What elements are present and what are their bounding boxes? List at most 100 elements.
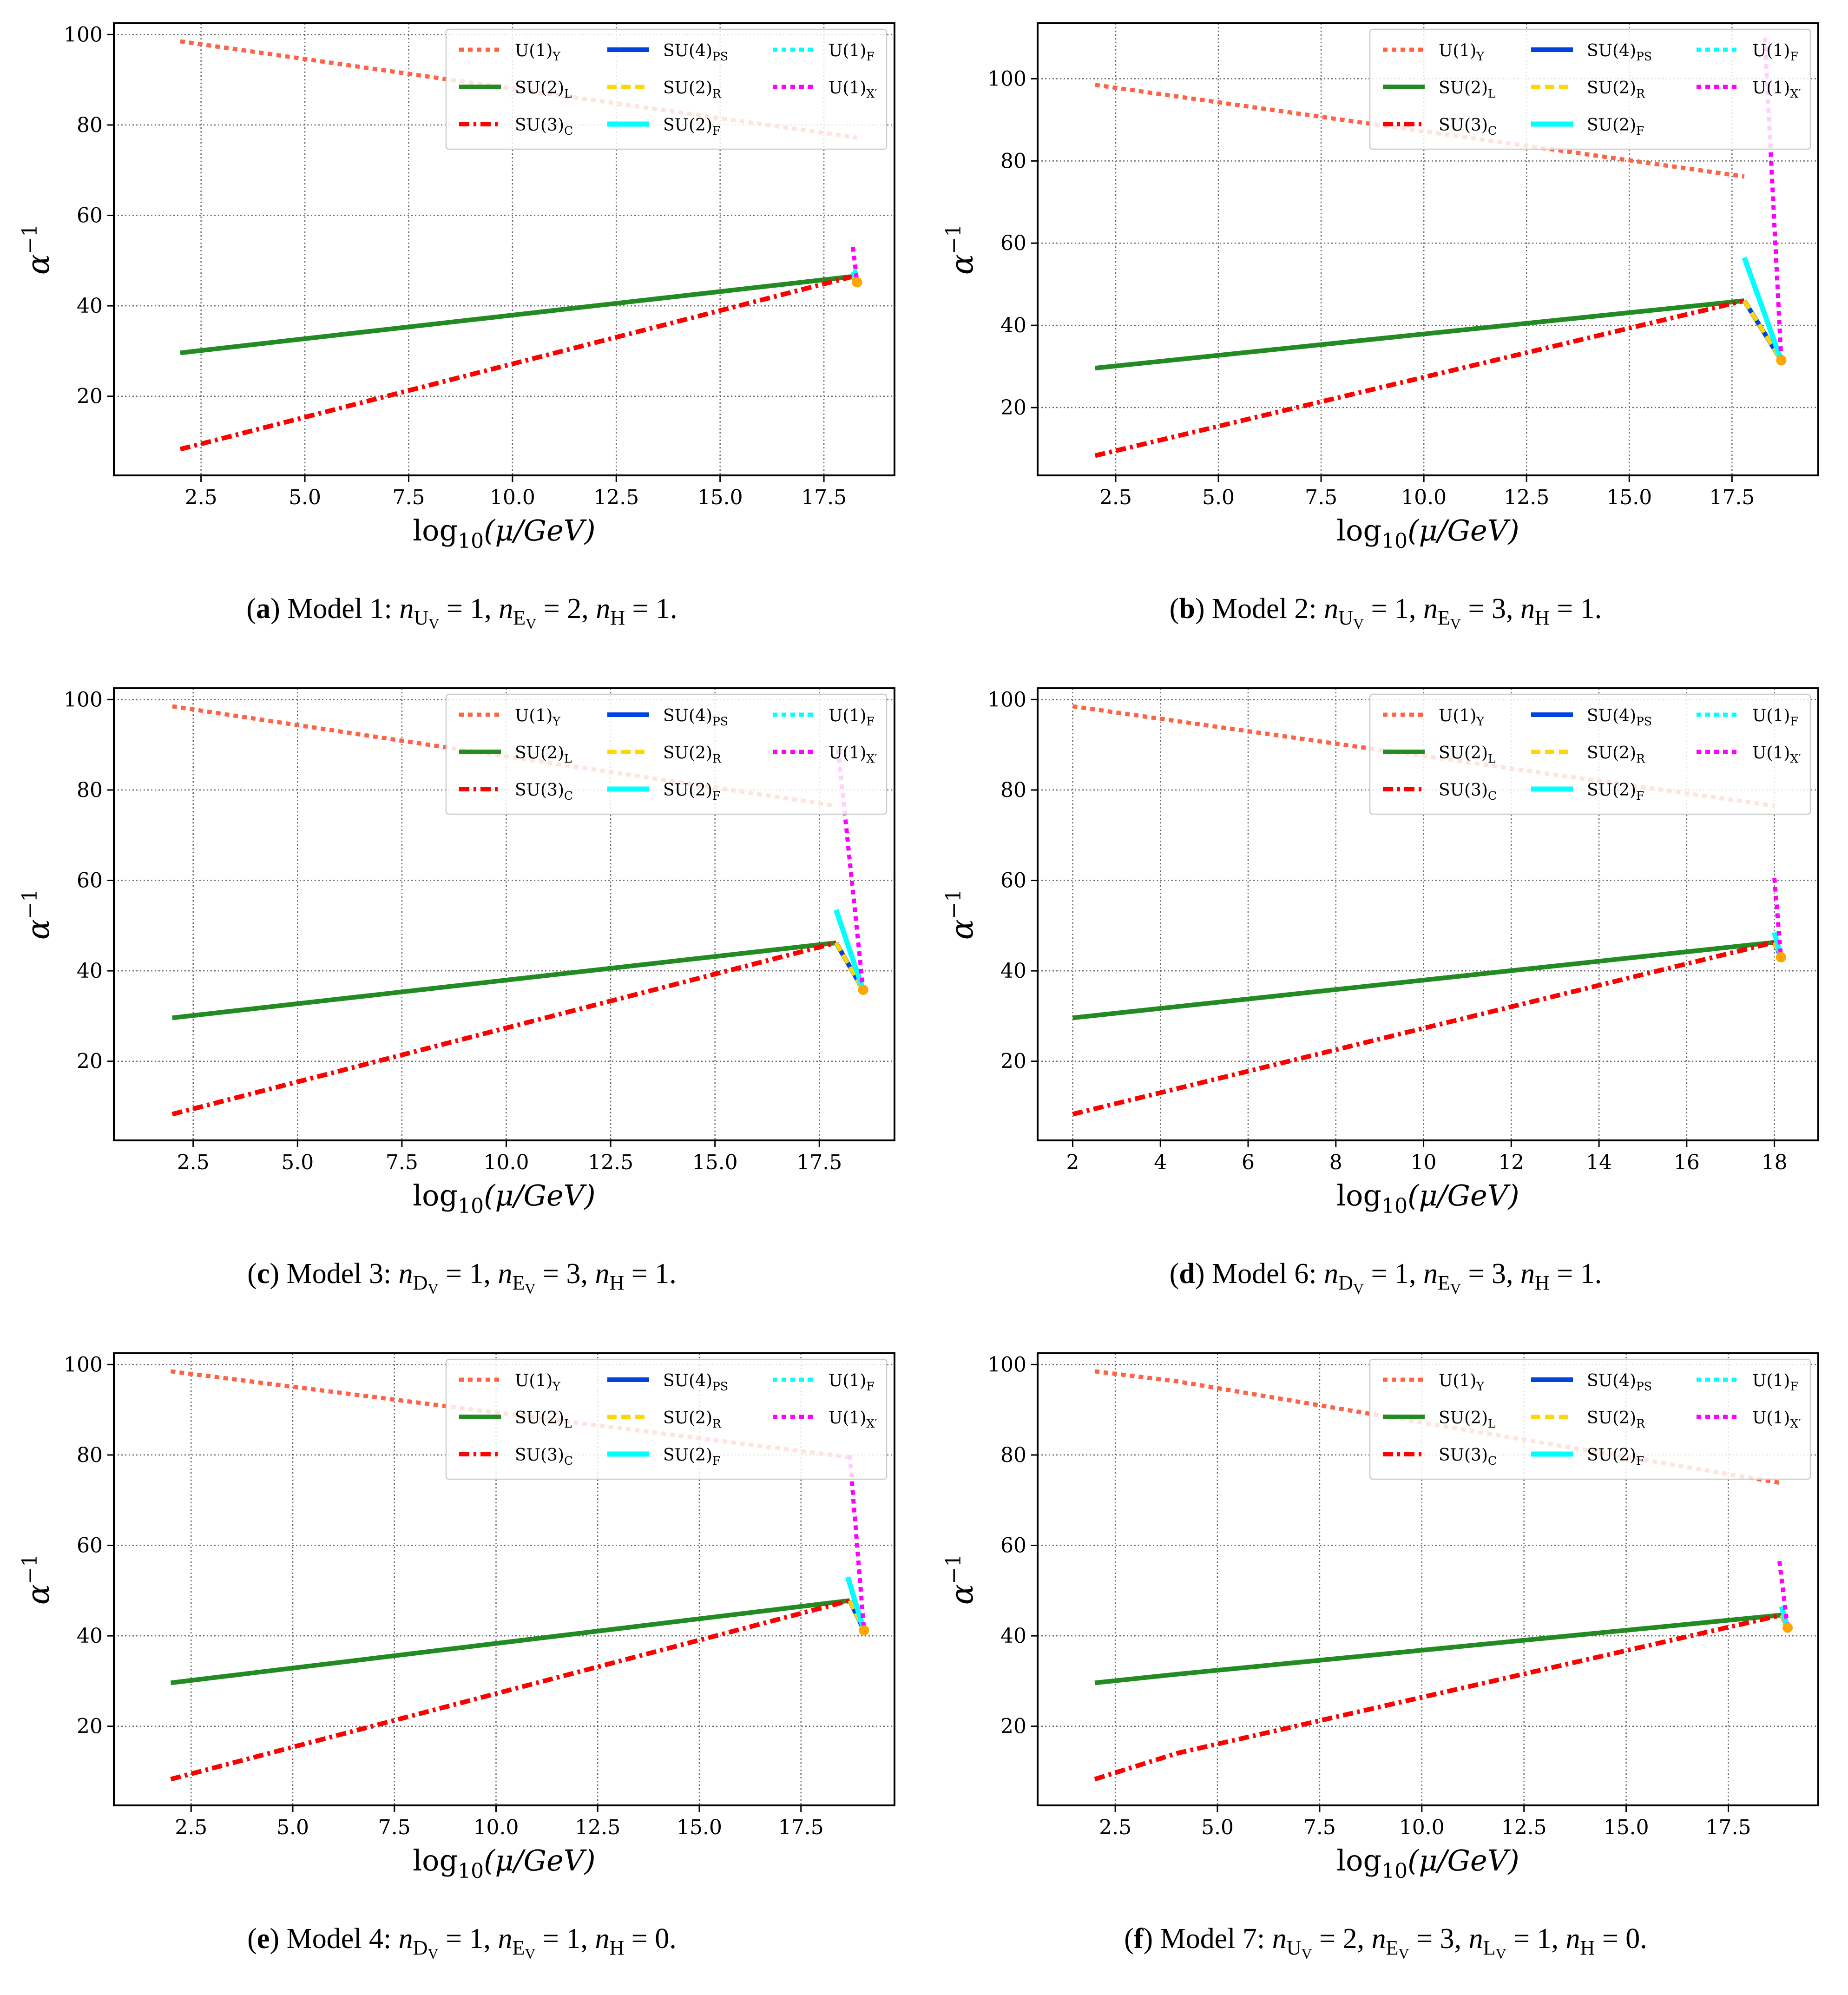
x-tick-label: 17.5 bbox=[796, 1151, 842, 1174]
x-tick-label: 5.0 bbox=[1201, 1816, 1234, 1839]
y-tick-label: 20 bbox=[77, 1715, 103, 1738]
panel-caption: (b) Model 2: nUV = 1, nEV = 3, nH = 1. bbox=[1170, 593, 1602, 632]
x-tick-label: 5.0 bbox=[281, 1151, 314, 1174]
y-tick-label: 40 bbox=[1000, 1624, 1026, 1648]
series-line-SU2L bbox=[1094, 1613, 1782, 1686]
y-tick-label: 80 bbox=[1000, 1443, 1026, 1467]
x-tick-label: 17.5 bbox=[1709, 486, 1755, 509]
x-tick-label: 2.5 bbox=[1099, 1816, 1131, 1839]
legend-label-SU2L: SU(2)L bbox=[1439, 744, 1496, 765]
legend-label-U1Y: U(1)Y bbox=[515, 1371, 560, 1393]
x-tick-label: 7.5 bbox=[1305, 486, 1337, 509]
x-axis-label: log10(μ/GeV) bbox=[413, 514, 595, 553]
series-line-SU2L bbox=[1072, 940, 1775, 1021]
y-tick-label: 80 bbox=[1000, 149, 1026, 173]
legend-label-SU2F: SU(2)F bbox=[1587, 116, 1644, 138]
y-axis-label: α−1 bbox=[18, 1554, 56, 1605]
legend-label-SU2F: SU(2)F bbox=[1587, 1446, 1644, 1468]
x-tick-label: 7.5 bbox=[378, 1816, 411, 1839]
x-tick-label: 15.0 bbox=[677, 1816, 722, 1839]
y-tick-label: 60 bbox=[77, 869, 103, 893]
x-tick-label: 10.0 bbox=[474, 1816, 519, 1839]
x-tick-label: 7.5 bbox=[386, 1151, 418, 1174]
panel-model-3: U(1)Y SU(2)L SU(3)C SU(4)PS SU(2)R SU(2)F U(1)… bbox=[0, 665, 924, 1330]
legend-label-SU2L: SU(2)L bbox=[515, 1409, 572, 1430]
legend-label-U1Y: U(1)Y bbox=[1439, 1371, 1484, 1393]
legend-label-SU4PS: SU(4)PS bbox=[1587, 706, 1652, 728]
legend-label-U1F: U(1)F bbox=[829, 41, 875, 63]
ticks: 2.5 5.0 7.5 10.0 12.5 15.0 17.5 20 40 60 80 100 bbox=[987, 1353, 1751, 1839]
y-tick-label: 100 bbox=[987, 67, 1026, 91]
y-axis-label: α−1 bbox=[18, 889, 56, 940]
axes-frame bbox=[1037, 22, 1819, 476]
x-tick-label: 15.0 bbox=[1604, 1816, 1649, 1839]
legend-label-SU3C: SU(3)C bbox=[515, 781, 573, 803]
ticks: 2 4 6 8 10 12 14 16 18 20 40 60 80 100 bbox=[987, 688, 1788, 1174]
legend-label-SU4PS: SU(4)PS bbox=[663, 41, 728, 63]
panel-caption: (f) Model 7: nUV = 2, nEV = 3, nLV = 1, … bbox=[1124, 1923, 1647, 1962]
legend-label-SU3C: SU(3)C bbox=[1439, 1446, 1497, 1468]
legend-label-SU4PS: SU(4)PS bbox=[663, 706, 728, 728]
legend-label-SU2F: SU(2)F bbox=[1587, 781, 1644, 803]
legend-label-U1F: U(1)F bbox=[829, 706, 875, 728]
panel-model-7: U(1)Y SU(2)L SU(3)C SU(4)PS SU(2)R SU(2)F U(1)… bbox=[924, 1330, 1848, 1995]
y-tick-label: 80 bbox=[77, 113, 103, 137]
x-tick-label: 2.5 bbox=[185, 486, 217, 509]
y-tick-label: 20 bbox=[1000, 396, 1026, 420]
x-axis-label: log10(μ/GeV) bbox=[413, 1179, 595, 1218]
y-tick-label: 40 bbox=[1000, 959, 1026, 983]
legend-label-SU3C: SU(3)C bbox=[1439, 781, 1497, 803]
legend-label-U1Xp: U(1)X′ bbox=[829, 1409, 877, 1430]
unification-point bbox=[1782, 1622, 1793, 1633]
series-line-SU3C bbox=[179, 274, 854, 452]
legend-label-SU2R: SU(2)R bbox=[663, 1409, 722, 1430]
y-tick-label: 60 bbox=[77, 1534, 103, 1558]
ticks: 2.5 5.0 7.5 10.0 12.5 15.0 17.5 20 40 60 80 100 bbox=[987, 67, 1755, 509]
legend-label-U1Y: U(1)Y bbox=[1439, 41, 1484, 63]
axes-frame bbox=[113, 22, 895, 476]
chart-svg: U(1)Y SU(2)L SU(3)C SU(4)PS SU(2)R SU(2)F U(1)… bbox=[942, 687, 1819, 1297]
legend-label-U1Y: U(1)Y bbox=[515, 41, 560, 63]
legend-label-SU2L: SU(2)L bbox=[515, 744, 572, 765]
x-tick-label: 7.5 bbox=[392, 486, 425, 509]
y-tick-label: 80 bbox=[77, 1443, 103, 1467]
panel-caption: (d) Model 6: nDV = 1, nEV = 3, nH = 1. bbox=[1170, 1258, 1602, 1297]
legend-label-U1F: U(1)F bbox=[1752, 41, 1798, 63]
x-tick-label: 8 bbox=[1329, 1151, 1342, 1174]
panel-model-1: U(1)Y SU(2)L SU(3)C SU(4)PS SU(2)R SU(2)F U(1)… bbox=[0, 0, 924, 665]
legend: U(1)Y SU(2)L SU(3)C SU(4)PS SU(2)R SU(2)F U(1)… bbox=[445, 28, 888, 150]
series-group bbox=[170, 1369, 869, 1782]
series-group bbox=[1094, 1369, 1793, 1782]
series-line-SU2L bbox=[170, 1598, 850, 1686]
y-tick-label: 60 bbox=[77, 204, 103, 228]
y-tick-label: 60 bbox=[1000, 869, 1026, 893]
x-tick-label: 18 bbox=[1762, 1151, 1788, 1174]
ticks: 2.5 5.0 7.5 10.0 12.5 15.0 17.5 20 40 60 80 100 bbox=[64, 23, 847, 509]
series-line-SU2F bbox=[1742, 257, 1784, 362]
x-tick-label: 12.5 bbox=[588, 1151, 633, 1174]
y-tick-label: 100 bbox=[64, 1353, 103, 1376]
legend-label-U1Xp: U(1)X′ bbox=[1752, 79, 1801, 100]
legend-label-SU3C: SU(3)C bbox=[515, 1446, 573, 1468]
x-tick-label: 12.5 bbox=[593, 486, 639, 509]
y-tick-label: 60 bbox=[1000, 231, 1026, 255]
series-line-SU3C bbox=[171, 940, 837, 1117]
ticks: 2.5 5.0 7.5 10.0 12.5 15.0 17.5 20 40 60 80 100 bbox=[64, 688, 842, 1174]
x-axis-label: log10(μ/GeV) bbox=[1336, 514, 1519, 553]
x-tick-label: 2.5 bbox=[1099, 486, 1132, 509]
x-tick-label: 12.5 bbox=[1504, 486, 1549, 509]
y-tick-label: 80 bbox=[1000, 778, 1026, 802]
legend-label-SU2R: SU(2)R bbox=[663, 744, 722, 765]
y-tick-label: 100 bbox=[64, 23, 103, 46]
x-tick-label: 5.0 bbox=[289, 486, 321, 509]
chart-svg: U(1)Y SU(2)L SU(3)C SU(4)PS SU(2)R SU(2)F U(1)… bbox=[18, 22, 895, 632]
legend-label-SU2R: SU(2)R bbox=[1587, 1409, 1645, 1430]
legend-label-SU2F: SU(2)F bbox=[663, 1446, 720, 1468]
y-axis-label: α−1 bbox=[18, 224, 56, 275]
y-tick-label: 100 bbox=[987, 688, 1026, 711]
y-tick-label: 40 bbox=[77, 294, 103, 318]
unification-point bbox=[1776, 952, 1786, 962]
x-tick-label: 15.0 bbox=[1606, 486, 1652, 509]
legend-label-SU4PS: SU(4)PS bbox=[1587, 41, 1652, 63]
x-tick-label: 10.0 bbox=[1399, 1816, 1445, 1839]
